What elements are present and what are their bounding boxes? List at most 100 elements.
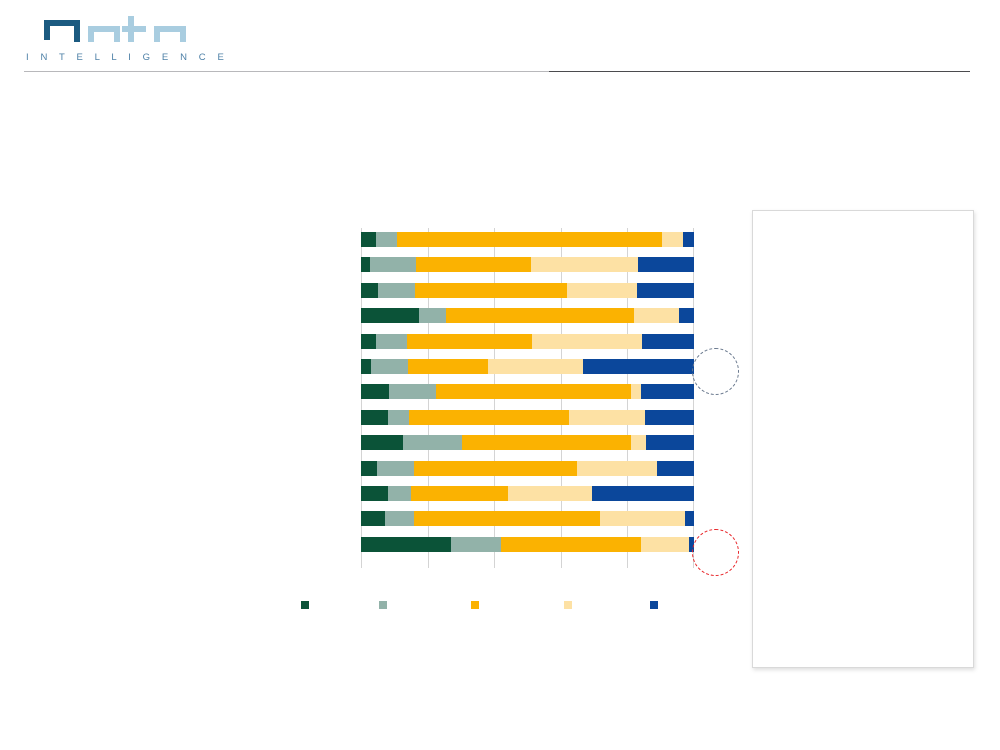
legend-item-1[interactable]	[301, 596, 314, 614]
bar-segment-series-1	[361, 460, 377, 476]
bar-segment-series-2	[370, 359, 408, 374]
bar-row	[361, 511, 694, 527]
annotation-circle-bottom	[692, 529, 739, 576]
bar-segment-series-1	[361, 409, 388, 425]
header-divider-left	[24, 71, 549, 72]
chart-bars	[361, 228, 694, 568]
legend-swatch-icon	[650, 601, 658, 609]
logo-subtitle: I N T E L L I G E N C E	[26, 52, 229, 63]
bar-segment-series-3	[408, 409, 569, 425]
bar-row	[361, 435, 694, 451]
bar-row	[361, 333, 694, 349]
bar-segment-series-4	[507, 486, 592, 501]
bar-segment-series-2	[375, 232, 397, 247]
slide-header: I N T E L L I G E N C E	[0, 0, 1000, 80]
bar-segment-series-3	[413, 511, 600, 527]
bar-segment-series-1	[361, 282, 378, 298]
bar-segment-series-1	[361, 333, 376, 349]
bar-segment-series-4	[568, 409, 645, 425]
bar-segment-series-2	[387, 409, 409, 425]
bar-segment-series-2	[384, 511, 414, 527]
legend-item-4[interactable]	[564, 596, 577, 614]
bar-segment-series-3	[500, 536, 641, 552]
bar-segment-series-3	[406, 333, 532, 349]
bar-row	[361, 232, 694, 247]
bar-row	[361, 409, 694, 425]
legend-item-2[interactable]	[379, 596, 392, 614]
bar-segment-series-2	[388, 384, 436, 400]
bar-row	[361, 257, 694, 273]
bar-segment-series-5	[684, 511, 694, 527]
chart-legend	[295, 596, 695, 614]
bar-segment-series-5	[636, 282, 694, 298]
brand-logo: I N T E L L I G E N C E	[24, 12, 224, 64]
legend-item-5[interactable]	[650, 596, 663, 614]
bar-segment-series-2	[376, 460, 414, 476]
legend-swatch-icon	[301, 601, 309, 609]
logo-wordmark-icon	[44, 16, 186, 42]
bar-segment-series-5	[640, 384, 694, 400]
bar-segment-series-2	[450, 536, 501, 552]
legend-swatch-icon	[471, 601, 479, 609]
bar-segment-series-5	[582, 359, 694, 374]
legend-item-3[interactable]	[471, 596, 484, 614]
bar-segment-series-3	[410, 486, 508, 501]
bar-segment-series-1	[361, 511, 385, 527]
header-divider-right	[549, 71, 970, 72]
bar-segment-series-4	[576, 460, 657, 476]
side-text-panel	[752, 210, 974, 668]
bar-segment-series-1	[361, 384, 389, 400]
bar-row	[361, 486, 694, 501]
bar-segment-series-3	[445, 308, 634, 324]
bar-segment-series-2	[375, 333, 407, 349]
bar-row	[361, 384, 694, 400]
bar-segment-series-4	[640, 536, 689, 552]
bar-segment-series-3	[396, 232, 663, 247]
bar-segment-series-4	[662, 232, 683, 247]
bar-row	[361, 460, 694, 476]
bar-segment-series-5	[591, 486, 694, 501]
bar-segment-series-5	[688, 536, 694, 552]
bar-segment-series-2	[387, 486, 411, 501]
bar-row	[361, 536, 694, 552]
bar-segment-series-5	[645, 435, 694, 451]
bar-segment-series-5	[678, 308, 694, 324]
bar-segment-series-4	[487, 359, 583, 374]
bar-segment-series-5	[682, 232, 694, 247]
bar-row	[361, 282, 694, 298]
bar-segment-series-3	[435, 384, 631, 400]
bar-segment-series-3	[415, 257, 531, 273]
bar-segment-series-4	[530, 257, 638, 273]
bar-segment-series-4	[566, 282, 637, 298]
bar-segment-series-5	[641, 333, 694, 349]
bar-segment-series-3	[461, 435, 631, 451]
bar-segment-series-2	[369, 257, 416, 273]
bar-segment-series-4	[633, 308, 679, 324]
bar-segment-series-1	[361, 435, 403, 451]
bar-segment-series-3	[407, 359, 488, 374]
bar-segment-series-5	[637, 257, 694, 273]
annotation-circle-top	[692, 348, 739, 395]
bar-segment-series-1	[361, 536, 451, 552]
bar-segment-series-4	[630, 435, 646, 451]
bar-segment-series-2	[377, 282, 415, 298]
bar-segment-series-4	[630, 384, 641, 400]
stacked-bar-chart	[361, 228, 694, 568]
bar-segment-series-4	[531, 333, 642, 349]
bar-segment-series-2	[418, 308, 446, 324]
bar-segment-series-1	[361, 359, 371, 374]
bar-row	[361, 308, 694, 324]
bar-segment-series-1	[361, 308, 419, 324]
bar-row	[361, 359, 694, 374]
legend-swatch-icon	[564, 601, 572, 609]
bar-segment-series-1	[361, 257, 370, 273]
legend-swatch-icon	[379, 601, 387, 609]
bar-segment-series-5	[644, 409, 694, 425]
bar-segment-series-1	[361, 232, 376, 247]
bar-segment-series-3	[414, 282, 567, 298]
bar-segment-series-1	[361, 486, 388, 501]
bar-segment-series-2	[402, 435, 462, 451]
bar-segment-series-5	[656, 460, 694, 476]
bar-segment-series-4	[599, 511, 685, 527]
bar-segment-series-3	[413, 460, 577, 476]
